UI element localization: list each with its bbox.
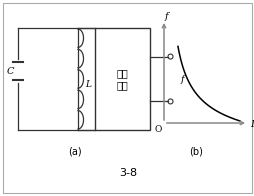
Text: C: C: [6, 66, 14, 75]
Text: L: L: [85, 80, 91, 89]
Text: (b): (b): [188, 147, 202, 157]
Text: 振荡
回路: 振荡 回路: [116, 68, 128, 90]
Text: 3-8: 3-8: [118, 168, 137, 178]
Text: O: O: [154, 125, 161, 134]
Text: f: f: [180, 74, 183, 83]
Text: f: f: [164, 12, 167, 21]
Bar: [95, 28, 149, 130]
Text: (a): (a): [68, 147, 82, 157]
Text: L: L: [249, 120, 254, 129]
